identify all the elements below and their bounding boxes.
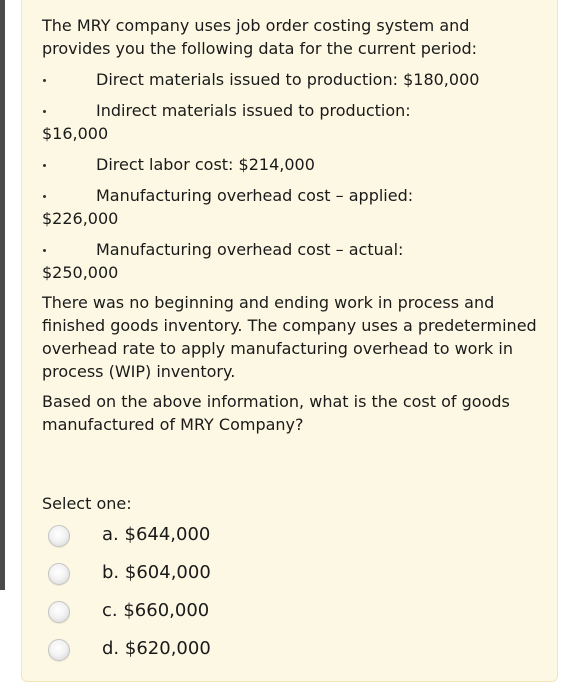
radio-button-d[interactable] [48,639,70,661]
question-intro: The MRY company uses job order costing s… [42,16,478,58]
option-d[interactable]: d. $620,000 [42,636,342,666]
bullet-dot [43,249,46,252]
radio-button-b[interactable] [48,563,70,585]
item-indirect-materials-amount: $16,000 [42,124,109,143]
option-a-label[interactable]: a. $644,000 [102,524,211,545]
left-rule [0,0,5,590]
option-a[interactable]: a. $644,000 [42,522,342,552]
item-direct-labor: Direct labor cost: $214,000 [96,155,315,174]
item-overhead-applied: Manufacturing overhead cost – applied: [96,186,414,205]
item-direct-materials: Direct materials issued to production: $… [96,70,480,89]
option-b[interactable]: b. $604,000 [42,560,342,590]
radio-button-a[interactable] [48,525,70,547]
bullet-dot [43,164,46,167]
item-overhead-actual-amount: $250,000 [42,263,119,282]
item-overhead-applied-amount: $226,000 [42,209,119,228]
select-one-label: Select one: [42,494,132,513]
item-overhead-actual: Manufacturing overhead cost – actual: [96,240,404,259]
question-card: The MRY company uses job order costing s… [21,0,558,682]
radio-button-c[interactable] [48,601,70,623]
option-c[interactable]: c. $660,000 [42,598,342,628]
bullet-dot [43,110,46,113]
option-b-label[interactable]: b. $604,000 [102,562,211,583]
question-prompt: Based on the above information, what is … [42,392,510,434]
option-d-label[interactable]: d. $620,000 [102,638,211,659]
option-c-label[interactable]: c. $660,000 [102,600,210,621]
question-paragraph: There was no beginning and ending work i… [42,293,537,381]
item-indirect-materials: Indirect materials issued to production: [96,101,411,120]
bullet-dot [43,195,46,198]
bullet-dot [43,79,46,82]
